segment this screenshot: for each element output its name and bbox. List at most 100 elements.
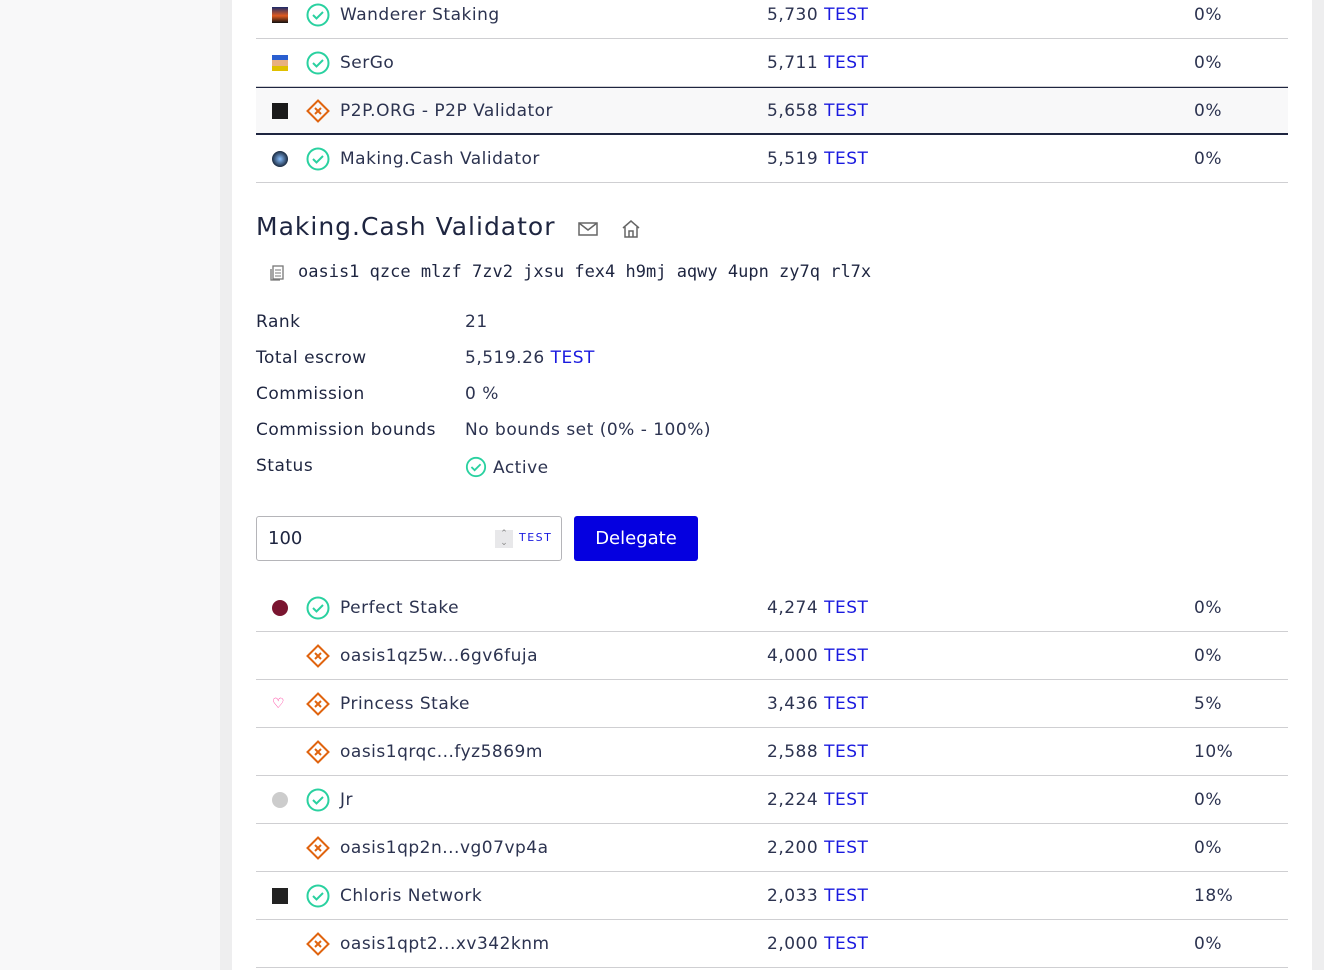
active-status-icon	[306, 788, 330, 812]
status-text: Active	[493, 458, 549, 478]
escrow-amount: 5,711	[767, 52, 819, 73]
validator-row[interactable]: ♡ Princess Stake 3,436 TEST 5%	[256, 680, 1288, 728]
validator-commission: 0%	[1194, 837, 1222, 858]
detail-label: Commission	[256, 384, 365, 404]
validator-row[interactable]: Making.Cash Validator 5,519 TEST 0%	[256, 135, 1288, 183]
validator-escrow: 4,000 TEST	[767, 646, 868, 666]
validator-avatar: ♡	[272, 695, 286, 712]
inactive-status-icon	[306, 835, 330, 860]
validator-escrow: 5,711 TEST	[767, 53, 868, 73]
amount-stepper[interactable]: ⌃ ⌄	[495, 530, 513, 548]
validator-name: P2P.ORG - P2P Validator	[340, 100, 554, 121]
validator-commission: 0%	[1194, 933, 1222, 954]
validator-row[interactable]: oasis1qpt2...xv342knm 2,000 TEST 0%	[256, 920, 1288, 968]
escrow-unit: TEST	[824, 597, 869, 618]
validator-name: Princess Stake	[340, 693, 470, 714]
validator-commission: 5%	[1194, 693, 1222, 714]
escrow-unit: TEST	[824, 741, 869, 762]
validator-commission: 0%	[1194, 597, 1222, 618]
escrow-amount: 4,000	[767, 645, 819, 666]
validator-escrow: 2,588 TEST	[767, 742, 868, 762]
amount-unit: TEST	[519, 531, 553, 544]
validator-row[interactable]: oasis1qz5w...6gv6fuja 4,000 TEST 0%	[256, 632, 1288, 680]
validator-escrow: 3,436 TEST	[767, 694, 868, 714]
validator-escrow: 2,200 TEST	[767, 838, 868, 858]
validator-commission: 0%	[1194, 52, 1222, 73]
escrow-unit: TEST	[824, 885, 869, 906]
mail-icon[interactable]	[577, 218, 599, 240]
escrow-amount: 5,658	[767, 100, 819, 121]
validator-avatar	[272, 599, 288, 616]
active-status-icon	[306, 884, 330, 908]
validator-name: oasis1qrqc...fyz5869m	[340, 741, 543, 762]
inactive-status-icon	[306, 643, 330, 668]
gutter	[220, 0, 232, 970]
validator-name: Chloris Network	[340, 885, 483, 906]
escrow-unit: TEST	[824, 100, 869, 121]
validator-table-bottom: Perfect Stake 4,274 TEST 0% oasis1qz5w...6g…	[256, 584, 1288, 968]
validator-title: Making.Cash Validator	[256, 212, 556, 241]
amount-input-wrapper: ⌃⌄ TEST	[256, 516, 562, 561]
validator-commission: 0%	[1194, 4, 1222, 25]
inactive-status-icon	[306, 931, 330, 956]
escrow-unit: TEST	[824, 645, 869, 666]
validator-escrow: 5,519 TEST	[767, 149, 868, 169]
escrow-unit: TEST	[550, 348, 595, 368]
validator-commission: 18%	[1194, 885, 1234, 906]
validator-row[interactable]: Perfect Stake 4,274 TEST 0%	[256, 584, 1288, 632]
validator-name: oasis1qz5w...6gv6fuja	[340, 645, 539, 666]
validator-row[interactable]: oasis1qp2n...vg07vp4a 2,200 TEST 0%	[256, 824, 1288, 872]
validator-escrow: 2,000 TEST	[767, 934, 868, 954]
detail-value: Active	[465, 456, 549, 478]
active-status-icon	[306, 3, 330, 27]
validator-name: Making.Cash Validator	[340, 148, 540, 169]
escrow-unit: TEST	[824, 4, 869, 25]
validator-escrow: 2,033 TEST	[767, 886, 868, 906]
validator-name: Jr	[340, 789, 354, 810]
validator-escrow: 5,730 TEST	[767, 5, 868, 25]
home-icon[interactable]	[620, 218, 642, 240]
validator-escrow: 2,224 TEST	[767, 790, 868, 810]
escrow-unit: TEST	[824, 52, 869, 73]
escrow-unit: TEST	[824, 148, 869, 169]
validator-name: SerGo	[340, 52, 395, 73]
validator-avatar	[272, 54, 288, 71]
inactive-status-icon	[306, 739, 330, 764]
validator-avatar	[272, 887, 288, 904]
escrow-amount: 5,519.26	[465, 348, 545, 368]
delegate-button[interactable]: Delegate	[574, 516, 698, 561]
escrow-unit: TEST	[824, 693, 869, 714]
active-status-icon	[306, 596, 330, 620]
validator-avatar	[272, 150, 288, 167]
main-content: Wanderer Staking 5,730 TEST 0% SerGo 5,711 T…	[232, 0, 1312, 970]
amount-input[interactable]	[268, 528, 468, 549]
detail-value: 5,519.26 TEST	[465, 348, 595, 368]
validator-commission: 0%	[1194, 789, 1222, 810]
escrow-unit: TEST	[824, 789, 869, 810]
validator-row[interactable]: P2P.ORG - P2P Validator 5,658 TEST 0%	[256, 87, 1288, 135]
detail-value: 0 %	[465, 384, 499, 404]
escrow-unit: TEST	[824, 933, 869, 954]
validator-commission: 0%	[1194, 148, 1222, 169]
validator-commission: 0%	[1194, 100, 1222, 121]
escrow-amount: 3,436	[767, 693, 819, 714]
validator-address[interactable]: oasis1 qzce mlzf 7zv2 jxsu fex4 h9mj aqw…	[298, 262, 872, 282]
validator-row[interactable]: SerGo 5,711 TEST 0%	[256, 39, 1288, 87]
validator-row[interactable]: Chloris Network 2,033 TEST 18%	[256, 872, 1288, 920]
validator-avatar	[272, 6, 288, 23]
validator-row[interactable]: Jr 2,224 TEST 0%	[256, 776, 1288, 824]
validator-row[interactable]: oasis1qrqc...fyz5869m 2,588 TEST 10%	[256, 728, 1288, 776]
copy-icon[interactable]	[268, 264, 286, 282]
escrow-amount: 2,224	[767, 789, 819, 810]
inactive-status-icon	[306, 98, 330, 123]
escrow-amount: 2,000	[767, 933, 819, 954]
detail-label: Commission bounds	[256, 420, 437, 440]
validator-row[interactable]: Wanderer Staking 5,730 TEST 0%	[256, 0, 1288, 39]
validator-commission: 10%	[1194, 741, 1234, 762]
detail-label: Total escrow	[256, 348, 367, 368]
validator-name: oasis1qp2n...vg07vp4a	[340, 837, 549, 858]
validator-commission: 0%	[1194, 645, 1222, 666]
validator-escrow: 5,658 TEST	[767, 101, 868, 121]
scroll-gutter	[1312, 0, 1324, 970]
detail-label: Status	[256, 456, 314, 476]
